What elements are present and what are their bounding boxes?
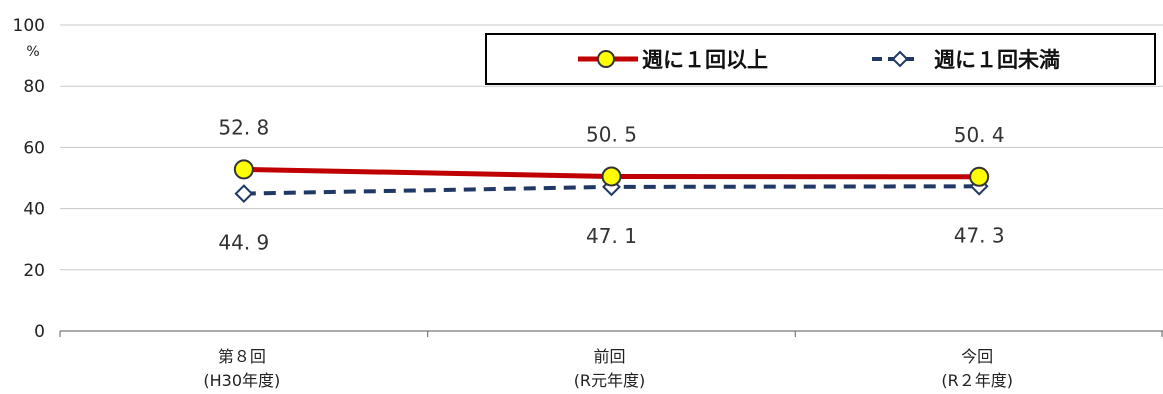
x-axis: 第８回 (H30年度) 前回 (R元年度) 今回 (R２年度) <box>59 330 1163 390</box>
y-tick-label-0: 0 <box>34 322 45 342</box>
data-label-series1-0: 52. 8 <box>218 115 269 139</box>
series-layer <box>233 159 990 204</box>
data-label-series1-1: 50. 5 <box>586 122 637 146</box>
data-label-series2-1: 47. 1 <box>586 224 637 248</box>
x-category-sublabel-2: (R２年度) <box>941 371 1013 390</box>
series-1-point-0 <box>233 159 254 180</box>
x-category-label-2: 今回 <box>961 347 993 366</box>
legend-label-2: 週に１回未満 <box>934 48 1060 72</box>
x-category-sublabel-1: (R元年度) <box>574 371 646 390</box>
y-tick-label-40: 40 <box>23 200 45 220</box>
legend-label-1: 週に１回以上 <box>642 48 768 72</box>
series-1-point-2 <box>969 166 990 187</box>
legend-marker-1 <box>597 50 615 68</box>
grid-lines <box>60 24 1163 271</box>
x-category-label-1: 前回 <box>593 347 625 366</box>
legend: 週に１回以上 週に１回未満 <box>485 33 1156 85</box>
y-tick-label-100: 100 <box>13 16 45 36</box>
data-labels: 52. 8 50. 5 50. 4 44. 9 47. 1 47. 3 <box>218 115 1004 254</box>
y-axis: % 0 20 40 60 80 100 <box>13 16 45 342</box>
series-1-point-1 <box>601 166 622 187</box>
y-tick-label-20: 20 <box>23 261 45 281</box>
y-tick-label-60: 60 <box>23 138 45 158</box>
data-label-series2-2: 47. 3 <box>954 223 1005 247</box>
data-label-series1-2: 50. 4 <box>954 123 1005 147</box>
y-axis-unit: % <box>26 44 39 60</box>
data-label-series2-0: 44. 9 <box>218 231 269 255</box>
legend-marker-2 <box>891 50 909 68</box>
x-category-label-0: 第８回 <box>218 347 266 366</box>
series-2-point-0 <box>234 184 254 204</box>
x-category-sublabel-0: (H30年度) <box>203 371 280 390</box>
y-tick-label-80: 80 <box>23 77 45 97</box>
